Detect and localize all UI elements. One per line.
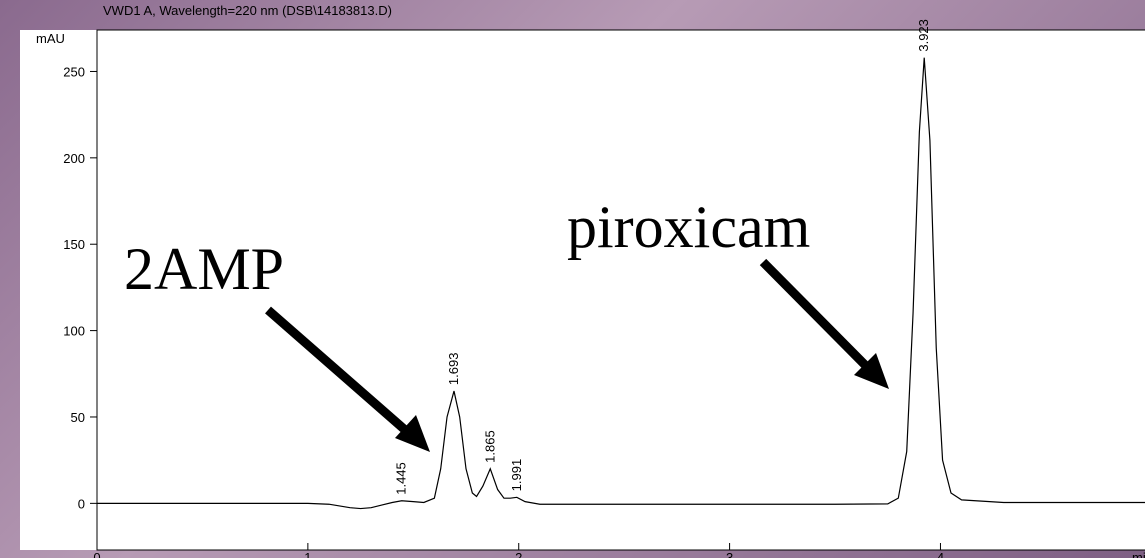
chart-title: VWD1 A, Wavelength=220 nm (DSB\14183813.… [103, 3, 392, 18]
y-tick-label: 50 [71, 410, 85, 425]
y-axis-label: mAU [36, 31, 65, 46]
annotation: piroxicam [567, 194, 810, 260]
peak-label: 1.865 [482, 430, 497, 463]
chart-background [20, 30, 1145, 550]
y-tick-label: 100 [63, 324, 85, 339]
y-tick-label: 200 [63, 151, 85, 166]
peak-label: 3.923 [916, 19, 931, 52]
x-tick-label: 3 [726, 550, 733, 558]
x-tick-label: 4 [937, 550, 944, 558]
x-tick-label: 0 [93, 550, 100, 558]
annotation: 2AMP [124, 236, 284, 302]
chromatogram-line [97, 57, 1145, 510]
y-tick-label: 250 [63, 64, 85, 79]
y-tick-label: 150 [63, 237, 85, 252]
plot-frame [96, 29, 1145, 551]
peak-label: 1.991 [509, 459, 524, 492]
arrow [759, 258, 889, 389]
arrow [265, 306, 430, 452]
y-tick-label: 0 [78, 496, 85, 511]
x-axis-label: min [1132, 550, 1145, 558]
peak-label: 1.693 [446, 353, 461, 386]
x-tick-label: 2 [515, 550, 522, 558]
peak-label: 1.445 [394, 462, 409, 495]
x-tick-label: 1 [304, 550, 311, 558]
